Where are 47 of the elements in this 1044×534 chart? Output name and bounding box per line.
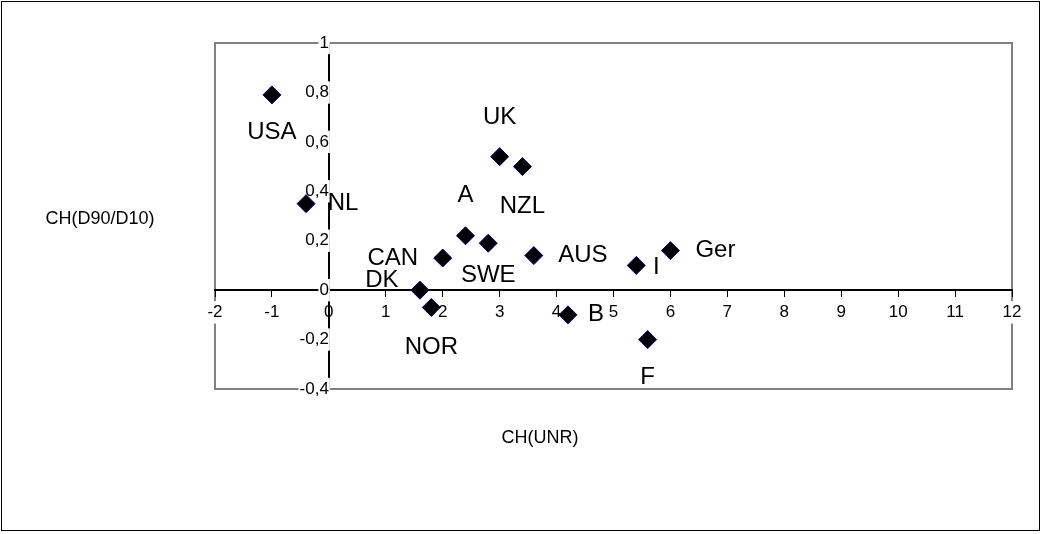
series-label: SWE [460,259,516,287]
series-label: A [457,180,474,208]
point [478,233,498,253]
point [638,330,658,350]
y-tick-label: 1 [319,32,329,52]
y-tick-label: -0,4 [299,378,329,398]
series-label: F [640,362,655,390]
x-tick-label: 6 [665,302,676,322]
x-tick-label: -1 [264,302,280,322]
x-tick-label: 12 [1002,302,1022,322]
series-label: B [587,299,604,327]
series-label: I [652,252,660,280]
x-tick-label: -2 [207,302,223,322]
y-tick-label: 0,8 [305,82,329,102]
point [262,85,282,105]
point [626,255,646,275]
series-label: USA [247,116,297,144]
series-label: NOR [404,332,458,360]
y-tick-label: 0,2 [305,230,329,250]
x-tick-label: 7 [722,302,733,322]
x-tick-label: 1 [381,302,391,322]
point [455,226,475,246]
x-tick-label: 3 [494,302,505,322]
x-tick-label: 11 [946,302,964,322]
series-label: Ger [695,235,736,263]
point [410,280,430,300]
point [512,157,532,177]
point [421,297,441,317]
series-label: UK [482,102,517,130]
x-tick-label: 10 [888,302,908,322]
point [524,246,544,266]
series-label: AUS [558,240,608,268]
x-tick-label: 5 [608,302,619,322]
x-tick-label: 8 [779,302,790,322]
x-tick-label: 2 [437,302,448,322]
point [433,248,453,268]
y-tick-label: 0 [319,279,329,299]
point [660,241,680,261]
y-tick-label: 0,6 [305,131,329,151]
x-axis-title: CH(UNR) [501,426,579,448]
x-tick-label: 4 [551,302,562,322]
x-tick-label: 9 [836,302,846,322]
point [490,147,510,167]
y-tick-label: 0,4 [305,180,329,200]
series-label: NZL [499,191,546,219]
y-axis-title: CH(D90/D10) [45,207,155,229]
y-tick-label: -0,2 [299,329,329,349]
